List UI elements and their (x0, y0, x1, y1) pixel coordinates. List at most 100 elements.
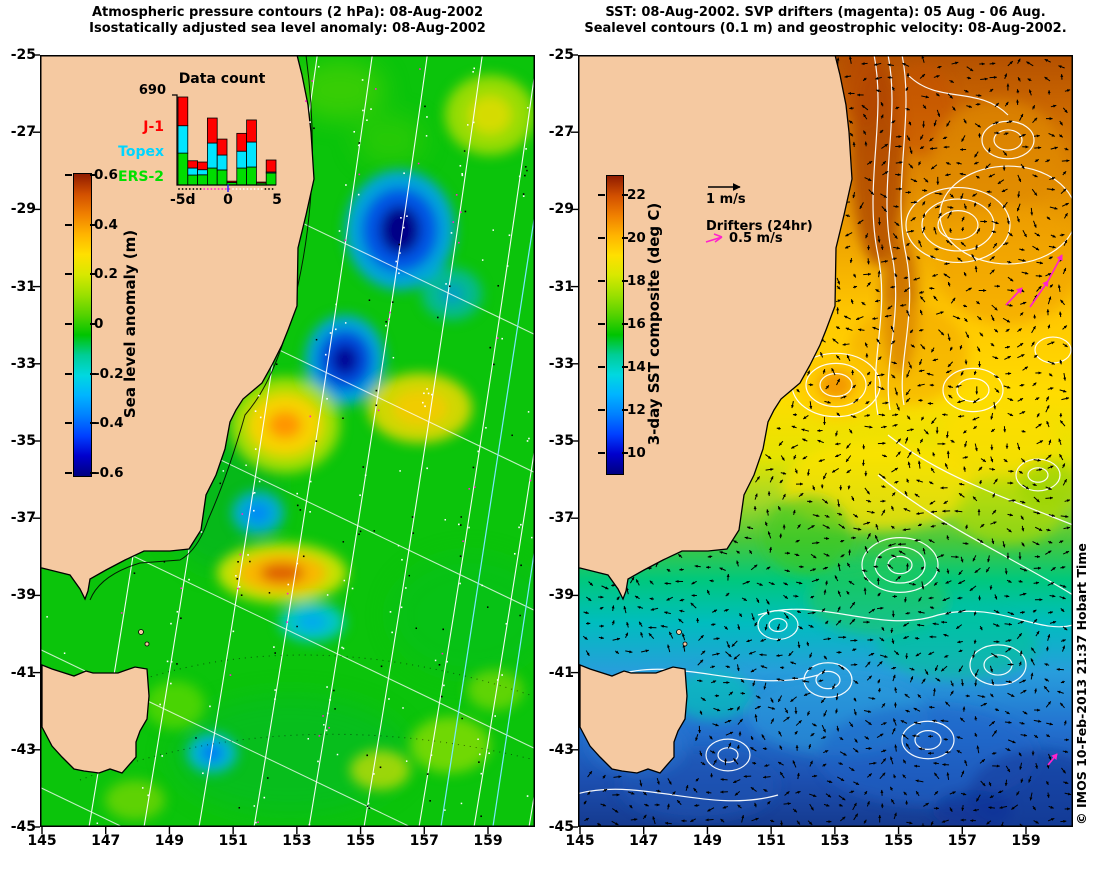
colorbar-tick (598, 409, 605, 411)
colorbar-tick-label: 0.6 (94, 167, 118, 183)
y-tick-label: -45 (10, 819, 36, 835)
colorbar-tick-label: 10 (627, 445, 646, 461)
data-count-max-label: 690 (138, 83, 166, 98)
colorbar-tick (598, 366, 605, 368)
colorbar-tick (622, 452, 628, 454)
colorbar-tick (90, 223, 96, 226)
y-tick-label: -29 (548, 201, 574, 218)
colorbar-tick (65, 472, 72, 475)
colorbar-tick (90, 372, 96, 375)
data-count-xtick-5: 5 (272, 192, 282, 208)
sst-colorbar-label: 3-day SST composite (deg C) (645, 202, 663, 446)
y-tick-label: -41 (10, 664, 36, 681)
x-tick-label: 159 (1011, 833, 1041, 849)
right-title-line2: Sealevel contours (0.1 m) and geostrophi… (584, 21, 1067, 36)
y-tick-label: -29 (10, 201, 36, 218)
colorbar-tick (598, 194, 605, 196)
y-tick-label: -25 (548, 47, 574, 63)
x-tick-label: 155 (883, 833, 914, 849)
credit-text: © IMOS 10-Feb-2013 21:37 Hobart Time (1074, 543, 1089, 825)
y-tick-label: -41 (548, 664, 574, 681)
x-tick-label: 147 (91, 833, 121, 849)
colorbar-tick (622, 237, 628, 239)
colorbar-tick (598, 452, 605, 454)
legend-item-topex: Topex (118, 144, 164, 160)
y-tick-label: -33 (548, 355, 574, 372)
colorbar-tick-label: 22 (627, 187, 646, 203)
y-tick-label: -45 (548, 819, 574, 835)
velocity-scale-arrow-icon (708, 183, 741, 191)
colorbar-tick (622, 366, 628, 368)
x-tick-label: 157 (409, 833, 439, 849)
legend-item-ers2: ERS-2 (118, 169, 164, 185)
x-tick-label: 157 (947, 833, 977, 849)
legend-item-j1: J-1 (143, 119, 164, 135)
colorbar-tick-label: 0 (94, 316, 104, 332)
y-tick-label: -33 (10, 355, 36, 372)
y-tick-label: -43 (548, 741, 574, 758)
colorbar-tick-label: 16 (627, 316, 646, 332)
colorbar-tick (598, 237, 605, 239)
sea-level-anomaly-colorbar (73, 173, 92, 477)
right-panel-title: SST: 08-Aug-2002. SVP drifters (magenta)… (578, 5, 1073, 37)
y-tick-label: -27 (548, 124, 574, 141)
colorbar-tick-label: 0.2 (94, 266, 118, 283)
colorbar-tick-label: 0.4 (94, 216, 118, 233)
colorbar-tick (90, 273, 96, 276)
colorbar-tick-label: 20 (627, 230, 646, 246)
colorbar-tick (65, 323, 72, 325)
colorbar-tick-label: -0.2 (94, 365, 124, 382)
left-title-line2: Isostatically adjusted sea level anomaly… (89, 21, 486, 36)
colorbar-tick-label: 18 (627, 273, 646, 289)
right-map-canvas (571, 54, 1073, 834)
colorbar-tick-label: 14 (627, 359, 646, 375)
colorbar-tick (622, 194, 628, 196)
y-tick-label: -27 (10, 124, 36, 141)
data-count-title: Data count (178, 71, 266, 87)
colorbar-tick (622, 409, 628, 411)
colorbar-tick (622, 323, 628, 325)
right-title-line1: SST: 08-Aug-2002. SVP drifters (magenta)… (605, 5, 1046, 20)
drifters-legend-title: Drifters (24hr) (706, 219, 813, 234)
colorbar-tick (65, 372, 72, 375)
colorbar-tick (90, 422, 96, 425)
x-tick-label: 145 (27, 833, 57, 849)
y-tick-label: -25 (10, 47, 36, 63)
drifter-arrow-icon (705, 233, 723, 243)
y-tick-label: -35 (548, 433, 574, 449)
colorbar-tick (65, 422, 72, 425)
left-panel-title: Atmospheric pressure contours (2 hPa): 0… (40, 5, 535, 37)
sea-level-anomaly-colorbar-label: Sea level anomaly (m) (121, 229, 139, 419)
x-tick-label: 145 (565, 833, 595, 849)
x-tick-label: 147 (629, 833, 659, 849)
y-tick-label: -31 (548, 278, 574, 295)
y-tick-label: -39 (548, 587, 574, 604)
left-title-line1: Atmospheric pressure contours (2 hPa): 0… (91, 5, 484, 20)
colorbar-tick-label: -0.4 (94, 415, 124, 432)
y-tick-label: -31 (10, 278, 36, 295)
colorbar-tick (90, 323, 96, 325)
x-tick-label: 155 (345, 833, 376, 849)
drifters-scale-label: 0.5 m/s (729, 231, 783, 246)
y-tick-label: -37 (10, 510, 36, 527)
colorbar-tick (598, 323, 605, 325)
data-count-bar-chart (172, 94, 277, 192)
colorbar-tick (65, 223, 72, 226)
colorbar-tick-label: 12 (627, 402, 646, 418)
data-count-xtick-0: 0 (223, 192, 233, 208)
colorbar-tick (622, 280, 628, 282)
x-tick-label: 151 (756, 833, 786, 849)
y-tick-label: -35 (10, 433, 36, 449)
colorbar-tick (90, 174, 96, 176)
x-tick-label: 151 (218, 833, 248, 849)
x-tick-label: 159 (473, 833, 503, 849)
colorbar-tick (598, 280, 605, 282)
x-tick-label: 153 (820, 833, 850, 849)
colorbar-tick-label: -0.6 (94, 465, 124, 482)
velocity-scale-label: 1 m/s (706, 192, 746, 207)
colorbar-tick (65, 273, 72, 276)
x-tick-label: 149 (154, 833, 185, 849)
y-tick-label: -39 (10, 587, 36, 604)
colorbar-tick (90, 472, 96, 475)
colorbar-tick (65, 174, 72, 176)
